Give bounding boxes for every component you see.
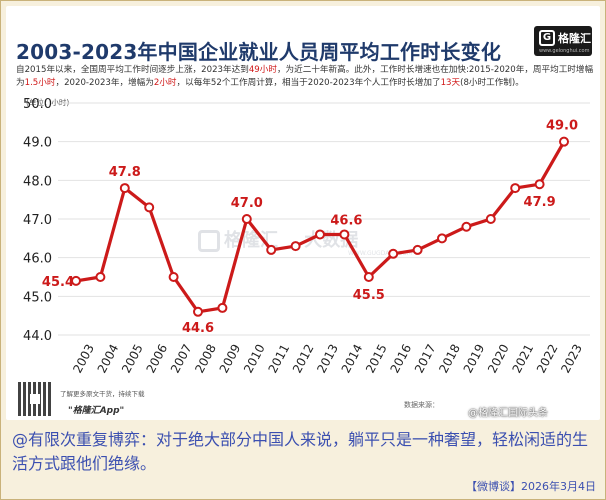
line-chart: 44.0 45.0 46.0 47.0 48.0 49.0 50.0 200320042005… <box>23 97 590 376</box>
y-tick-label: 44.0 <box>23 329 52 344</box>
data-label: 46.6 <box>330 213 362 228</box>
x-tick-label: 2014 <box>339 342 366 376</box>
data-point <box>559 136 569 147</box>
x-tick-label: 2005 <box>119 342 146 376</box>
x-tick-label: 2007 <box>168 342 195 376</box>
x-tick-label: 2006 <box>143 342 170 376</box>
data-point <box>363 272 374 282</box>
data-point <box>144 202 155 213</box>
gelonghui-logo: G 格隆汇 www.gelonghui.com <box>534 26 592 56</box>
data-point <box>485 214 496 224</box>
logo-name: 格隆汇 <box>558 32 591 45</box>
data-label: 47.8 <box>109 165 141 180</box>
highlight-1-5h: 1.5小时 <box>24 78 56 88</box>
data-point <box>168 272 179 282</box>
qr-code <box>18 382 52 416</box>
data-point <box>193 306 203 317</box>
y-tick-label: 50.0 <box>23 97 52 112</box>
data-point <box>412 244 423 255</box>
y-tick-label: 48.0 <box>23 174 52 189</box>
data-label: 45.4 <box>42 275 74 290</box>
x-tick-label: 2022 <box>534 342 561 376</box>
data-point <box>266 244 277 255</box>
highlight-2h: 2小时 <box>153 78 177 88</box>
data-label: 47.9 <box>524 195 556 210</box>
data-point <box>461 221 472 232</box>
x-tick-label: 2009 <box>217 342 244 376</box>
chart-title: 2003-2023年中国企业就业人员周平均工作时长变化 <box>16 40 502 64</box>
x-tick-label: 2010 <box>241 342 268 376</box>
logo-icon: G <box>539 30 555 46</box>
x-tick-label: 2019 <box>461 342 488 376</box>
x-tick-label: 2004 <box>95 342 122 376</box>
footer-app-name: "格隆汇App" <box>68 406 125 416</box>
y-axis-unit: (单位：小时) <box>26 98 70 107</box>
data-point <box>119 183 130 194</box>
weibo-caption: @有限次重复博弈：对于绝大部分中国人来说，躺平只是一种奢望，轻松闲适的生活方式跟… <box>12 430 589 473</box>
x-tick-label: 2018 <box>436 342 463 376</box>
x-tick-label: 2023 <box>558 342 585 376</box>
data-point <box>339 229 350 240</box>
data-point <box>217 302 228 313</box>
data-point <box>388 248 399 259</box>
x-tick-label: 2012 <box>290 342 317 376</box>
x-tick-label: 2011 <box>265 342 292 376</box>
y-tick-label: 49.0 <box>23 136 52 151</box>
data-label: 45.5 <box>353 288 385 303</box>
data-source: 数据来源： <box>404 401 439 409</box>
x-tick-label: 2020 <box>485 342 512 376</box>
x-tick-label: 2008 <box>192 342 219 376</box>
x-tick-label: 2016 <box>387 342 414 376</box>
data-label: 49.0 <box>546 119 578 134</box>
weibo-watermark: @格隆汇国际头条 <box>468 408 548 419</box>
y-tick-label: 47.0 <box>23 213 52 228</box>
chart-card: 2003-2023年中国企业就业人员周平均工作时长变化 G 格隆汇 www.ge… <box>6 6 600 420</box>
chart-description: 自2015年以来，全国周平均工作时间逐步上涨，2023年达到49小时，为近二十年… <box>16 65 594 88</box>
x-tick-label: 2003 <box>70 342 97 376</box>
x-tick-label: 2021 <box>509 342 536 376</box>
series-line <box>75 140 566 314</box>
x-tick-label: 2017 <box>412 342 439 376</box>
y-tick-label: 45.0 <box>23 290 52 305</box>
footer-promo: 了解更多原文干货，持续下载 <box>60 390 145 398</box>
data-point <box>290 241 301 252</box>
data-point <box>510 183 521 194</box>
data-label: 44.6 <box>182 321 214 336</box>
logo-url: www.gelonghui.com <box>539 48 590 54</box>
x-tick-label: 2015 <box>363 342 390 376</box>
highlight-13days: 13天 <box>440 78 461 88</box>
x-tick-label: 2013 <box>314 342 341 376</box>
data-point <box>534 179 545 190</box>
date-stamp: 【微博谈】2026年3月4日 <box>466 480 596 493</box>
data-point <box>437 233 447 244</box>
data-label: 47.0 <box>231 196 263 211</box>
y-tick-label: 46.0 <box>23 252 52 267</box>
data-point <box>71 275 81 286</box>
data-point <box>95 272 106 282</box>
data-point <box>241 214 252 224</box>
data-point <box>315 229 325 240</box>
watermark-logo-icon <box>198 230 220 252</box>
highlight-49h: 49小时 <box>248 65 277 75</box>
